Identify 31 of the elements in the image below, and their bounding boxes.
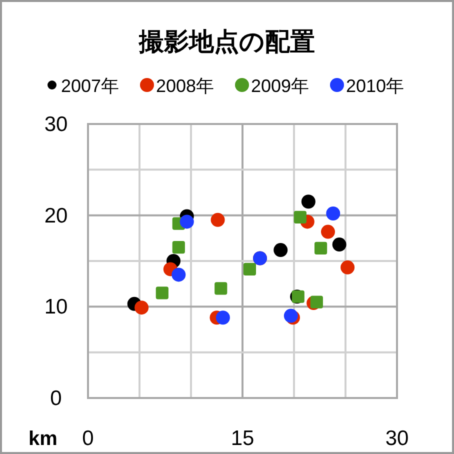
x-axis-title: km <box>28 428 58 450</box>
legend-label: 2007年 <box>61 76 120 96</box>
point <box>216 310 230 325</box>
point <box>210 212 225 227</box>
point <box>172 241 185 254</box>
x-tick-label: 15 <box>230 427 254 450</box>
point <box>294 210 306 224</box>
point <box>243 262 256 276</box>
point <box>320 224 335 239</box>
chart-title: 撮影地点の配置 <box>138 28 315 56</box>
point <box>214 282 228 295</box>
point <box>156 286 168 300</box>
legend-label: 2010年 <box>346 76 404 96</box>
point <box>301 194 316 209</box>
point <box>180 214 194 229</box>
point <box>172 268 186 282</box>
point <box>134 300 149 315</box>
x-tick-label: 30 <box>385 427 409 450</box>
point <box>326 206 340 221</box>
y-tick-label: 0 <box>50 387 62 410</box>
y-tick-label: 30 <box>44 113 68 136</box>
point <box>314 242 328 255</box>
point <box>310 296 323 308</box>
legend-label: 2009年 <box>251 76 310 96</box>
point <box>332 238 346 252</box>
y-tick-label: 10 <box>44 296 68 319</box>
point <box>340 260 355 274</box>
x-tick-label: 0 <box>82 427 94 450</box>
point <box>274 243 288 258</box>
y-tick-label: 20 <box>44 204 68 228</box>
legend-label: 2008年 <box>156 76 214 96</box>
